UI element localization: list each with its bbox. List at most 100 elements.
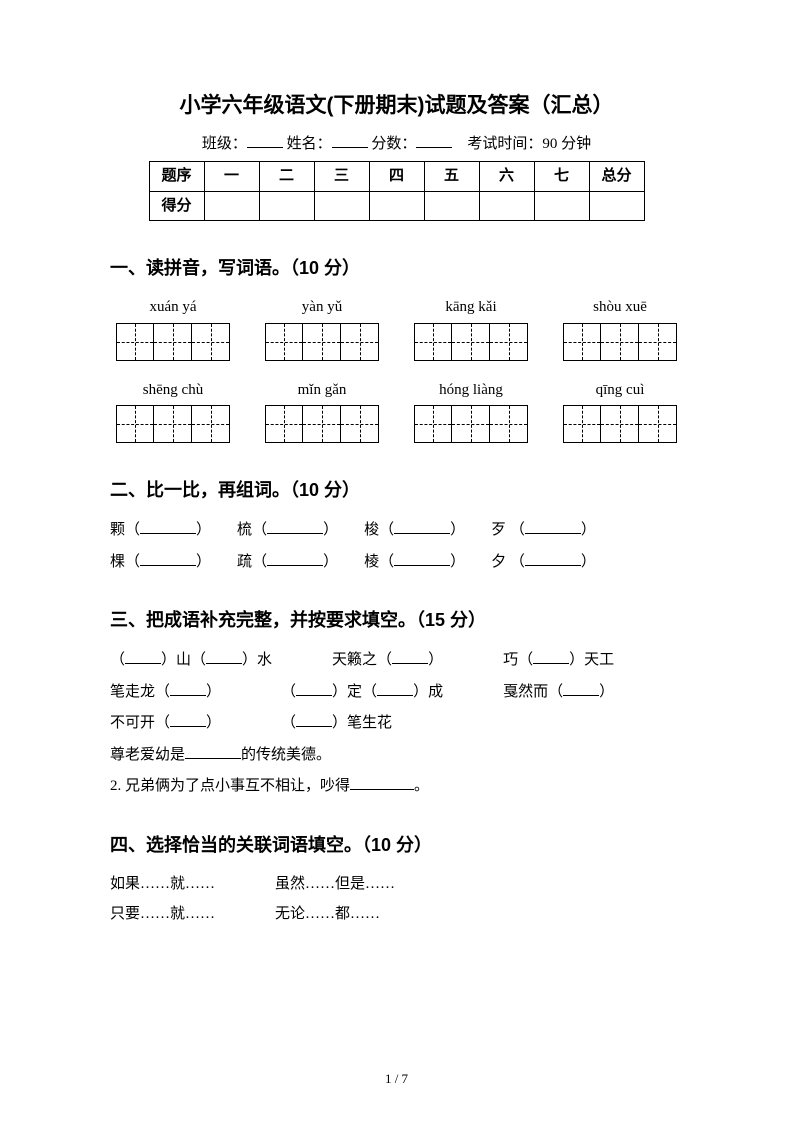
blank[interactable] [525, 518, 581, 534]
q2-item: 疏（） [237, 550, 338, 574]
score-cell[interactable] [259, 191, 314, 221]
pinyin: shēng chù [110, 379, 236, 402]
doc-title: 小学六年级语文(下册期末)试题及答案（汇总） [110, 90, 683, 122]
th: 二 [259, 162, 314, 192]
blank[interactable] [206, 648, 242, 664]
pinyin: kāng kǎi [408, 296, 534, 319]
class-label: 班级： [202, 136, 247, 152]
blank[interactable] [394, 550, 450, 566]
q3-item: 巧（）天工 [503, 648, 614, 672]
tianzi[interactable] [110, 405, 236, 443]
q3-sentence: 尊老爱幼是的传统美德。 [110, 743, 683, 767]
pinyin: qīng cuì [557, 379, 683, 402]
page-footer: 1 / 7 [0, 1069, 793, 1089]
q2-item: 歹 （） [491, 518, 596, 542]
th: 六 [479, 162, 534, 192]
q2-item: 夕 （） [491, 550, 596, 574]
blank[interactable] [125, 648, 161, 664]
th: 七 [534, 162, 589, 192]
blank[interactable] [533, 648, 569, 664]
blank[interactable] [185, 743, 241, 759]
score-cell[interactable] [314, 191, 369, 221]
blank[interactable] [267, 550, 323, 566]
tianzi[interactable] [259, 405, 385, 443]
pinyin: hóng liàng [408, 379, 534, 402]
th: 得分 [149, 191, 204, 221]
blank[interactable] [170, 711, 206, 727]
th: 四 [369, 162, 424, 192]
blank[interactable] [563, 680, 599, 696]
th: 三 [314, 162, 369, 192]
q3-item: （）笔生花 [281, 711, 392, 735]
q3-item: （）山（）水 [110, 648, 272, 672]
tianzi[interactable] [259, 323, 385, 361]
q3-row: 不可开（） （）笔生花 [110, 711, 683, 735]
pinyin: mǐn gǎn [259, 379, 385, 402]
score-cell[interactable] [424, 191, 479, 221]
th: 一 [204, 162, 259, 192]
q3-row: 笔走龙（） （）定（）成 戛然而（） [110, 680, 683, 704]
q4-option: 如果……就…… [110, 873, 215, 896]
q4-option: 无论……都…… [275, 903, 380, 926]
q2-item: 棵（） [110, 550, 211, 574]
score-cell[interactable] [204, 191, 259, 221]
q4-option: 虽然……但是…… [275, 873, 395, 896]
pinyin-row: shēng chù mǐn gǎn hóng liàng qīng cuì [110, 379, 683, 402]
tianzi[interactable] [408, 323, 534, 361]
q4-row: 如果……就…… 虽然……但是…… [110, 873, 683, 896]
q3-item: 戛然而（） [503, 680, 614, 704]
q3-item: 不可开（） [110, 711, 221, 735]
pinyin: xuán yá [110, 296, 236, 319]
q2-row: 颗（） 梳（） 梭（） 歹 （） [110, 518, 683, 542]
blank[interactable] [170, 680, 206, 696]
pinyin-row: xuán yá yàn yǔ kāng kǎi shòu xuē [110, 296, 683, 319]
q3-title: 三、把成语补充完整，并按要求填空。（15 分） [110, 607, 683, 634]
blank[interactable] [394, 518, 450, 534]
score-cell[interactable] [589, 191, 644, 221]
blank[interactable] [350, 774, 414, 790]
th: 总分 [589, 162, 644, 192]
tianzi[interactable] [557, 405, 683, 443]
q4-row: 只要……就…… 无论……都…… [110, 903, 683, 926]
score-table: 题序 一 二 三 四 五 六 七 总分 得分 [149, 161, 645, 221]
q3-row: （）山（）水 天籁之（） 巧（）天工 [110, 648, 683, 672]
q4-option: 只要……就…… [110, 903, 215, 926]
q2-item: 梭（） [364, 518, 465, 542]
blank[interactable] [296, 680, 332, 696]
score-cell[interactable] [534, 191, 589, 221]
blank[interactable] [140, 550, 196, 566]
q2-item: 颗（） [110, 518, 211, 542]
page: 小学六年级语文(下册期末)试题及答案（汇总） 班级： 姓名： 分数： 考试时间：… [0, 0, 793, 1122]
q1-title: 一、读拼音，写词语。（10 分） [110, 255, 683, 282]
class-blank[interactable] [247, 132, 283, 148]
boxes-row [110, 405, 683, 443]
tianzi[interactable] [110, 323, 236, 361]
blank[interactable] [296, 711, 332, 727]
blank[interactable] [377, 680, 413, 696]
blank[interactable] [267, 518, 323, 534]
th: 五 [424, 162, 479, 192]
score-cell[interactable] [369, 191, 424, 221]
name-label: 姓名： [287, 136, 332, 152]
blank[interactable] [392, 648, 428, 664]
score-blank[interactable] [416, 132, 452, 148]
pinyin: shòu xuē [557, 296, 683, 319]
table-row: 题序 一 二 三 四 五 六 七 总分 [149, 162, 644, 192]
name-blank[interactable] [332, 132, 368, 148]
q3-item: （）定（）成 [281, 680, 443, 704]
q2-row: 棵（） 疏（） 棱（） 夕 （） [110, 550, 683, 574]
blank[interactable] [525, 550, 581, 566]
score-cell[interactable] [479, 191, 534, 221]
boxes-row [110, 323, 683, 361]
th: 题序 [149, 162, 204, 192]
q2-item: 梳（） [237, 518, 338, 542]
tianzi[interactable] [557, 323, 683, 361]
q3-sentence: 2. 兄弟俩为了点小事互不相让，吵得。 [110, 774, 683, 798]
time-label: 考试时间：90 分钟 [467, 136, 591, 152]
blank[interactable] [140, 518, 196, 534]
pinyin: yàn yǔ [259, 296, 385, 319]
q2-title: 二、比一比，再组词。（10 分） [110, 477, 683, 504]
q4-title: 四、选择恰当的关联词语填空。（10 分） [110, 832, 683, 859]
q3-item: 笔走龙（） [110, 680, 221, 704]
tianzi[interactable] [408, 405, 534, 443]
